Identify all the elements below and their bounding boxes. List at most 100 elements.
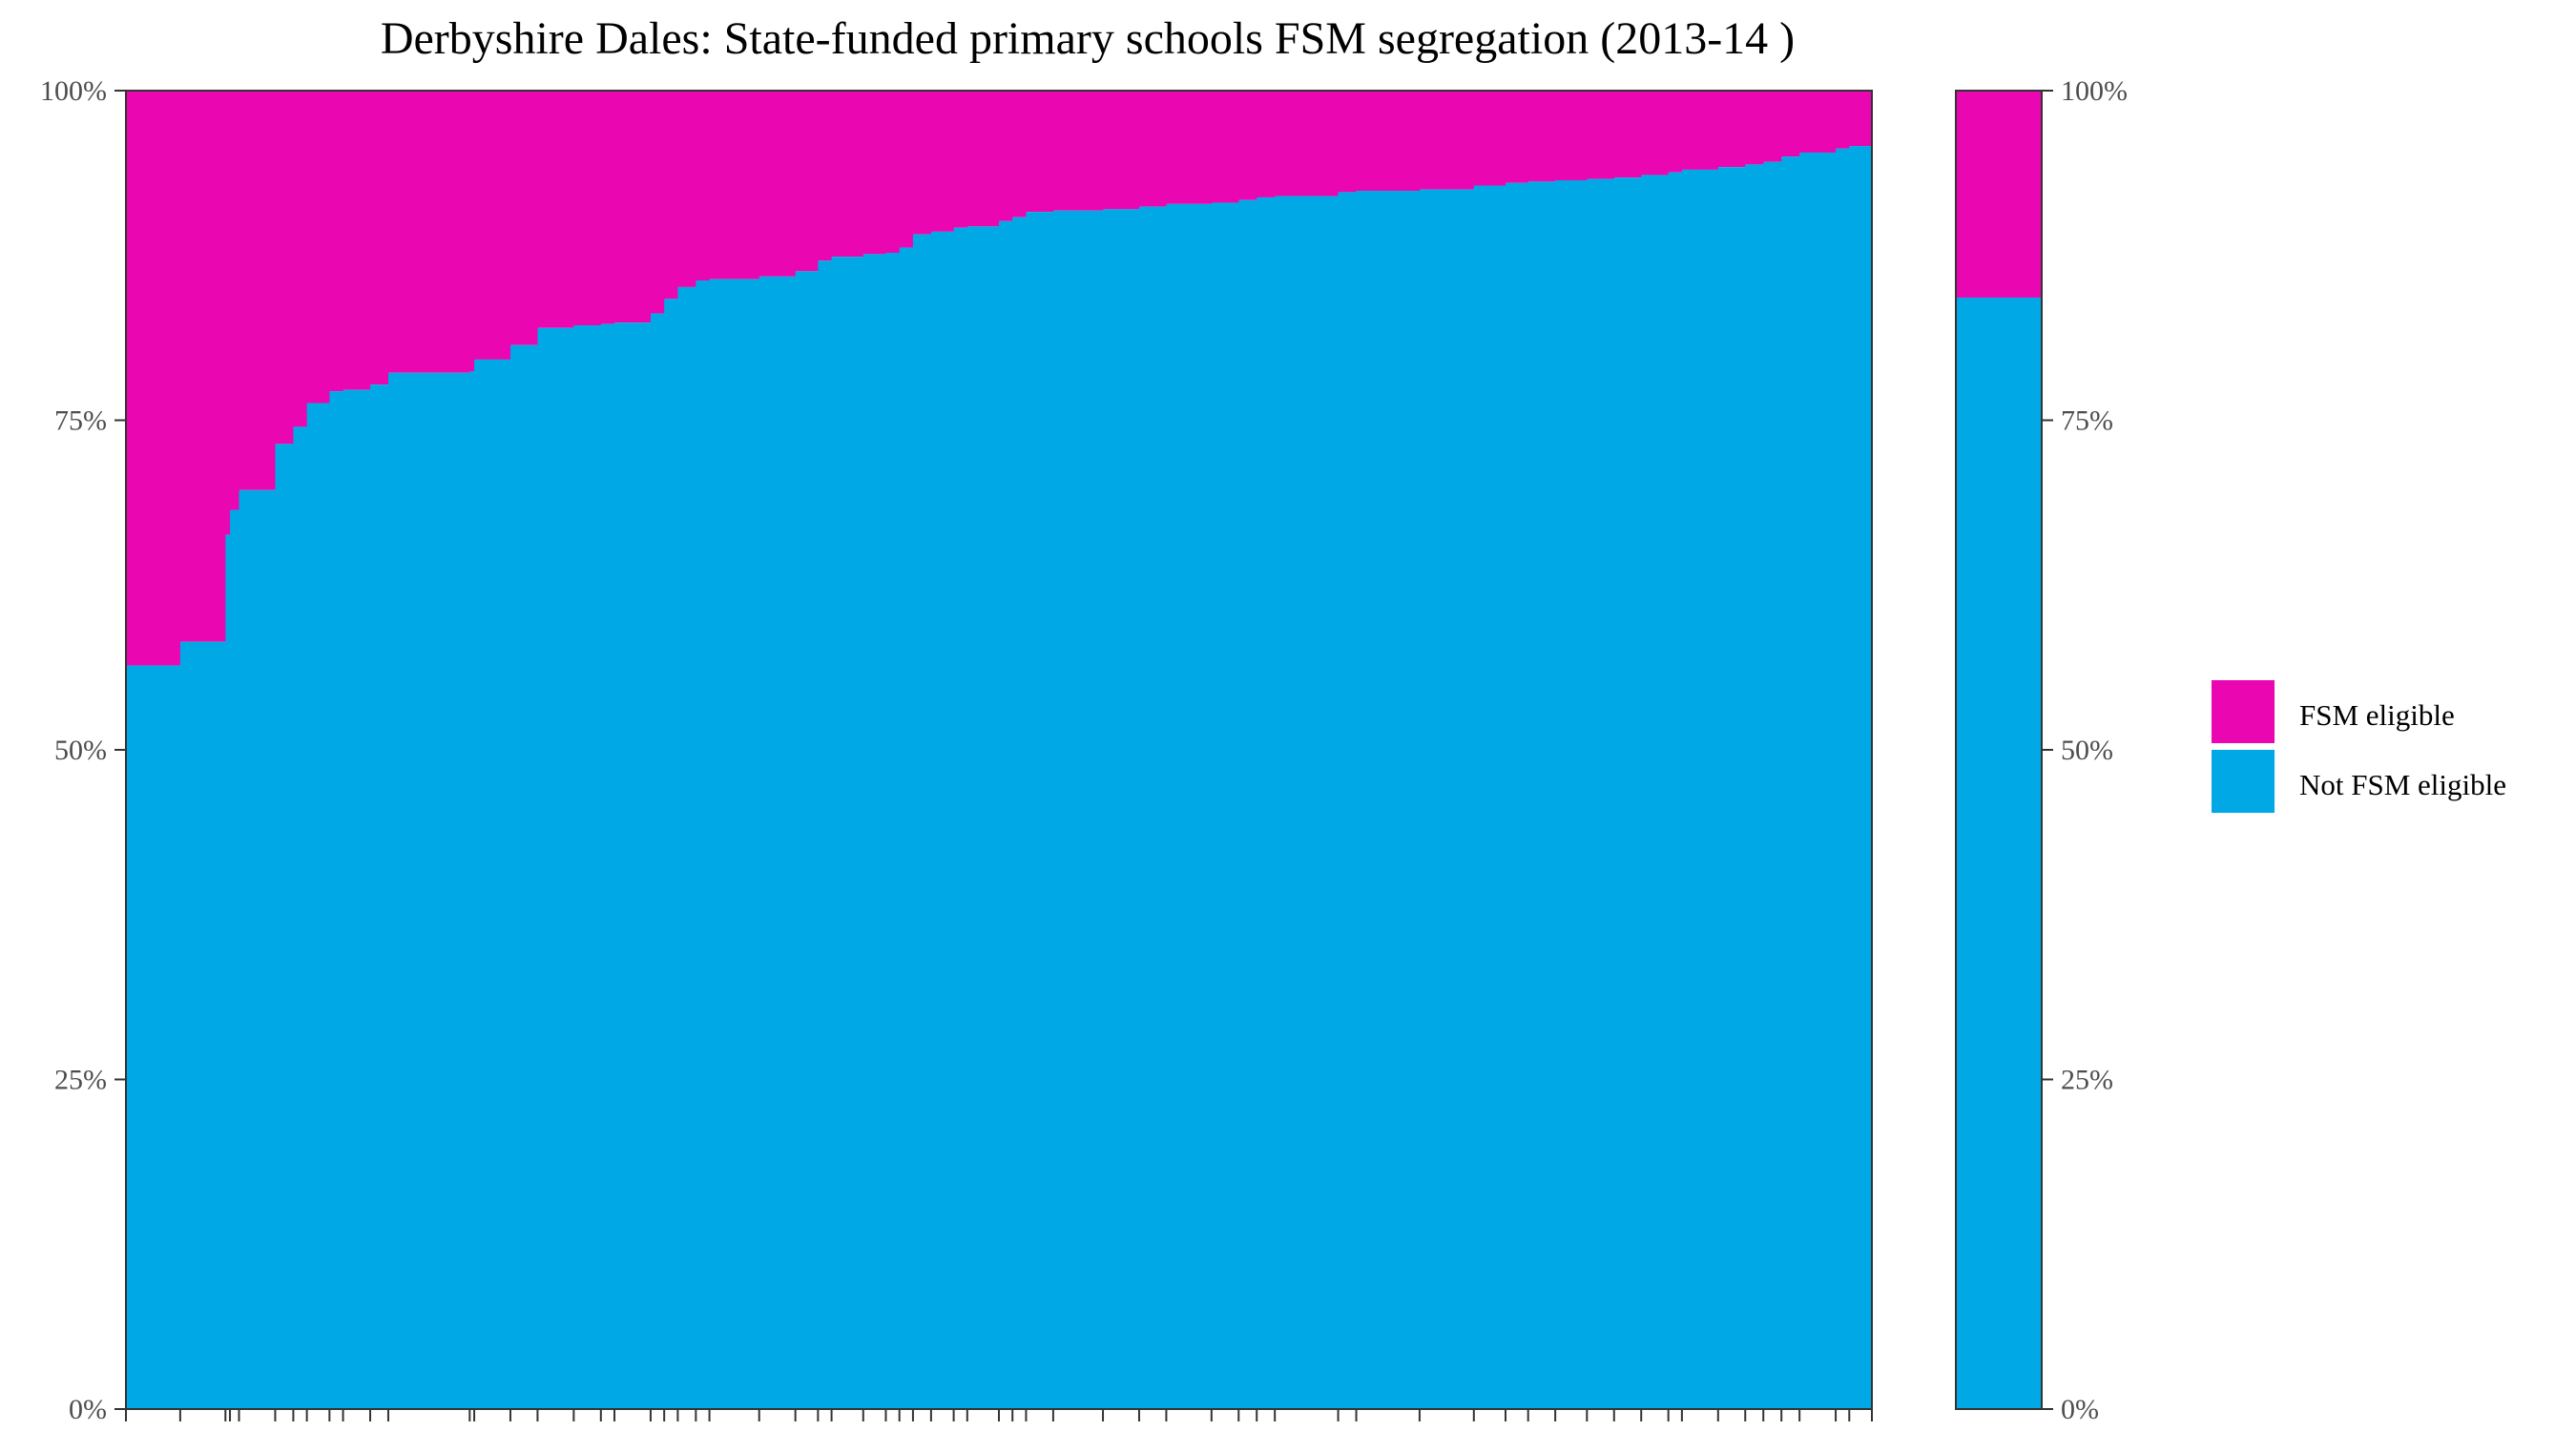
- bar-not-fsm-eligible: [1799, 152, 1837, 1410]
- bar-fsm-eligible: [899, 91, 914, 248]
- bar-not-fsm-eligible: [1527, 181, 1556, 1409]
- bar-not-fsm-eligible: [1763, 161, 1782, 1409]
- bar-fsm-eligible: [537, 91, 574, 328]
- bar-fsm-eligible: [1103, 91, 1140, 210]
- right-y-tick-label: 100%: [2061, 75, 2128, 107]
- left-y-tick-label: 75%: [54, 405, 107, 437]
- bar-fsm-eligible: [930, 91, 955, 232]
- bar-fsm-eligible: [1681, 91, 1719, 170]
- bar-fsm-eligible: [614, 91, 652, 323]
- bar-fsm-eligible: [758, 91, 797, 277]
- bar-fsm-eligible: [953, 91, 968, 228]
- bar-not-fsm-eligible: [239, 489, 277, 1409]
- bar-not-fsm-eligible: [1781, 156, 1800, 1410]
- bar-not-fsm-eligible: [831, 257, 864, 1410]
- bar-fsm-eligible: [1419, 91, 1475, 190]
- bar-fsm-eligible: [1836, 91, 1850, 149]
- bar-not-fsm-eligible: [1238, 199, 1257, 1409]
- bar-not-fsm-eligible: [469, 371, 475, 1410]
- bar-not-fsm-eligible: [899, 247, 914, 1409]
- bar-not-fsm-eligible: [126, 665, 181, 1409]
- overall-panel: [1955, 90, 2043, 1410]
- bar-fsm-eligible: [1799, 91, 1837, 153]
- bar-fsm-eligible: [230, 91, 240, 510]
- bar-not-fsm-eligible: [1836, 148, 1850, 1410]
- legend: FSM eligible Not FSM eligible: [2212, 680, 2506, 813]
- bar-not-fsm-eligible: [1473, 185, 1506, 1409]
- bar-fsm-eligible: [469, 91, 475, 372]
- right-y-tick-label: 25%: [2061, 1065, 2113, 1096]
- bar-not-fsm-eligible: [1356, 191, 1421, 1410]
- bar-not-fsm-eligible: [1505, 182, 1529, 1410]
- bar-not-fsm-eligible: [1745, 164, 1764, 1410]
- bar-fsm-eligible: [509, 91, 539, 345]
- bar-not-fsm-eligible: [999, 220, 1013, 1409]
- bar-fsm-eligible: [293, 91, 308, 427]
- bar-fsm-eligible: [1587, 91, 1615, 179]
- bar-not-fsm-eligible: [329, 391, 344, 1410]
- bar-not-fsm-eligible: [1257, 197, 1276, 1409]
- left-y-tick-label: 25%: [54, 1065, 107, 1096]
- bar-not-fsm-eligible: [709, 279, 760, 1410]
- bar-not-fsm-eligible: [614, 322, 652, 1410]
- bar-not-fsm-eligible: [1668, 172, 1683, 1410]
- legend-swatch-fsm-eligible: [2212, 680, 2275, 743]
- bar-not-fsm-eligible: [1419, 189, 1475, 1409]
- bar-not-fsm-eligible: [912, 234, 932, 1410]
- bar-not-fsm-eligible: [1052, 210, 1104, 1410]
- bar-not-fsm-eligible: [1138, 206, 1168, 1410]
- bar-fsm-eligible: [1026, 91, 1054, 213]
- bar-not-fsm-eligible: [293, 426, 308, 1409]
- bar-not-fsm-eligible: [795, 271, 819, 1410]
- bar-fsm-eligible: [474, 91, 511, 360]
- bar-not-fsm-eligible: [509, 344, 539, 1409]
- bar-not-fsm-eligible: [1717, 167, 1746, 1409]
- bar-not-fsm-eligible: [343, 389, 371, 1409]
- overall-bar-not-fsm-eligible: [1956, 297, 2042, 1409]
- bar-not-fsm-eligible: [1275, 196, 1340, 1409]
- bar-not-fsm-eligible: [573, 324, 602, 1410]
- bar-fsm-eligible: [999, 91, 1013, 221]
- bar-not-fsm-eligible: [275, 444, 295, 1410]
- bar-not-fsm-eligible: [474, 359, 511, 1410]
- bar-fsm-eligible: [275, 91, 295, 445]
- bar-not-fsm-eligible: [953, 227, 968, 1409]
- bar-fsm-eligible: [1356, 91, 1421, 192]
- bar-fsm-eligible: [709, 91, 760, 280]
- bar-fsm-eligible: [1138, 91, 1168, 207]
- overall-bar-fsm-eligible: [1956, 91, 2042, 298]
- bar-fsm-eligible: [831, 91, 864, 258]
- bar-not-fsm-eligible: [230, 509, 240, 1409]
- bar-fsm-eligible: [696, 91, 711, 281]
- bar-not-fsm-eligible: [179, 641, 226, 1409]
- bar-not-fsm-eligible: [664, 299, 678, 1410]
- bar-fsm-eligible: [126, 91, 181, 666]
- bar-not-fsm-eligible: [600, 323, 615, 1409]
- schools-panel: [125, 90, 1873, 1410]
- bar-fsm-eligible: [1473, 91, 1506, 186]
- bar-fsm-eligible: [1166, 91, 1213, 204]
- bar-fsm-eligible: [1012, 91, 1028, 218]
- bar-fsm-eligible: [818, 91, 833, 261]
- bar-fsm-eligible: [1238, 91, 1257, 200]
- bar-not-fsm-eligible: [1166, 203, 1213, 1409]
- bar-fsm-eligible: [387, 91, 470, 373]
- bar-not-fsm-eligible: [966, 226, 1000, 1410]
- bar-fsm-eligible: [329, 91, 344, 392]
- bar-not-fsm-eligible: [306, 403, 330, 1410]
- right-y-axis: 0% 25% 50% 75% 100%: [2042, 75, 2128, 1425]
- bar-fsm-eligible: [912, 91, 932, 235]
- bar-not-fsm-eligible: [1026, 212, 1054, 1409]
- bar-not-fsm-eligible: [650, 313, 665, 1410]
- right-y-tick-label: 50%: [2061, 735, 2113, 766]
- bar-fsm-eligible: [179, 91, 226, 642]
- bar-fsm-eligible: [343, 91, 371, 390]
- bar-not-fsm-eligible: [677, 286, 696, 1410]
- bar-not-fsm-eligible: [1338, 192, 1358, 1409]
- bar-not-fsm-eligible: [1012, 217, 1028, 1409]
- bar-not-fsm-eligible: [225, 534, 231, 1409]
- bar-fsm-eligible: [1745, 91, 1764, 165]
- bar-not-fsm-eligible: [696, 280, 711, 1409]
- bar-fsm-eligible: [795, 91, 819, 272]
